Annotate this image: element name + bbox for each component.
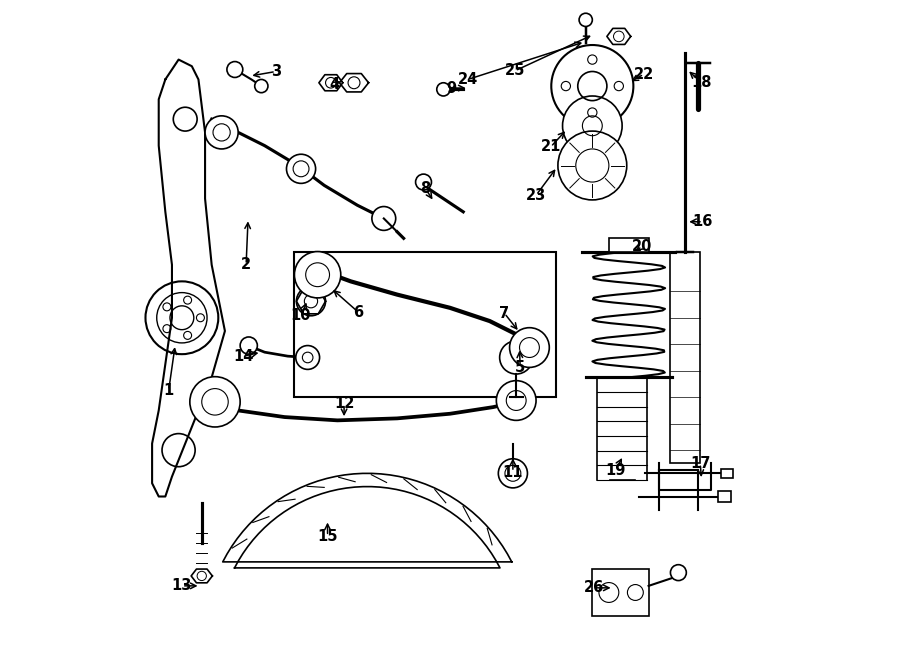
Circle shape <box>205 116 239 149</box>
Text: 12: 12 <box>334 397 355 411</box>
Circle shape <box>190 377 240 427</box>
Text: 6: 6 <box>354 305 364 320</box>
Circle shape <box>296 346 320 369</box>
Text: 19: 19 <box>606 463 626 477</box>
Text: 2: 2 <box>241 258 251 272</box>
Text: 22: 22 <box>634 67 654 81</box>
Circle shape <box>562 96 622 156</box>
Text: 15: 15 <box>318 529 338 544</box>
Circle shape <box>552 45 634 127</box>
Text: 14: 14 <box>233 349 254 363</box>
Text: 24: 24 <box>458 72 478 87</box>
Bar <box>592 569 649 616</box>
Polygon shape <box>607 28 631 44</box>
Polygon shape <box>152 60 225 496</box>
Text: 4: 4 <box>329 77 339 92</box>
Circle shape <box>294 252 341 298</box>
Text: 11: 11 <box>502 465 523 479</box>
Circle shape <box>372 207 396 230</box>
Circle shape <box>579 13 592 26</box>
Text: 13: 13 <box>172 579 192 593</box>
Text: 7: 7 <box>500 306 509 320</box>
Circle shape <box>509 328 549 367</box>
Circle shape <box>255 79 268 93</box>
Polygon shape <box>222 473 512 568</box>
Polygon shape <box>319 75 343 91</box>
Circle shape <box>499 459 527 488</box>
Text: 16: 16 <box>693 214 713 229</box>
Circle shape <box>558 131 626 200</box>
Text: 17: 17 <box>690 456 710 471</box>
Bar <box>670 252 699 463</box>
Circle shape <box>286 154 316 183</box>
Circle shape <box>416 174 431 190</box>
Bar <box>294 252 556 397</box>
Polygon shape <box>339 73 369 92</box>
Text: 10: 10 <box>291 308 311 323</box>
Text: 18: 18 <box>691 75 712 90</box>
Text: 5: 5 <box>515 360 526 375</box>
Text: 21: 21 <box>540 140 561 154</box>
Circle shape <box>670 565 687 581</box>
Polygon shape <box>191 569 212 583</box>
Circle shape <box>436 83 450 96</box>
Bar <box>609 238 649 252</box>
Bar <box>722 469 734 478</box>
Circle shape <box>296 287 326 316</box>
Text: 9: 9 <box>446 81 456 95</box>
Text: 23: 23 <box>526 188 546 203</box>
Text: 1: 1 <box>164 383 174 398</box>
Bar <box>718 491 732 502</box>
Text: 26: 26 <box>584 581 605 595</box>
Circle shape <box>496 381 536 420</box>
Text: 20: 20 <box>632 239 652 254</box>
Circle shape <box>500 341 533 374</box>
Text: 8: 8 <box>420 181 430 196</box>
Circle shape <box>240 337 257 354</box>
Text: 3: 3 <box>271 64 281 79</box>
Text: 25: 25 <box>505 64 525 78</box>
Circle shape <box>227 62 243 77</box>
